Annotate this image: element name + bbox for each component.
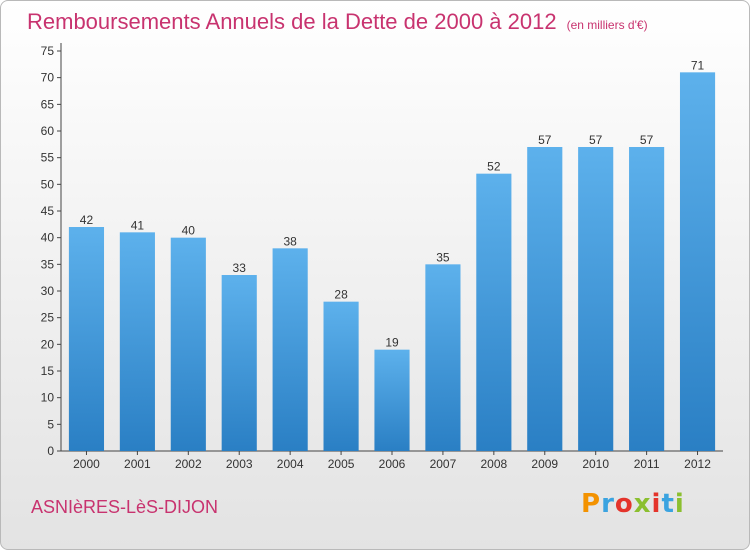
bar [221, 275, 257, 451]
x-tick-label: 2002 [175, 457, 202, 471]
x-tick-label: 2006 [379, 457, 406, 471]
bar [170, 237, 206, 451]
logo-letter: x [633, 489, 652, 519]
data-label: 57 [538, 133, 552, 147]
y-tick-label: 5 [47, 417, 54, 431]
chart-title: Remboursements Annuels de la Dette de 20… [27, 9, 648, 35]
x-tick-label: 2008 [480, 457, 507, 471]
logo-letter: t [661, 489, 675, 519]
chart-unit: (en milliers d'€) [566, 18, 648, 32]
y-tick-label: 70 [41, 71, 55, 85]
data-label: 57 [640, 133, 654, 147]
data-label: 40 [182, 224, 196, 238]
y-tick-label: 25 [41, 311, 55, 325]
x-tick-label: 2010 [582, 457, 609, 471]
data-label: 71 [691, 58, 705, 72]
logo-letter: P [581, 489, 602, 519]
x-tick-label: 2000 [73, 457, 100, 471]
data-label: 28 [334, 288, 348, 302]
x-tick-label: 2003 [226, 457, 253, 471]
bar [119, 232, 155, 451]
logo-letter: i [674, 489, 685, 519]
y-tick-label: 75 [41, 44, 55, 58]
commune-name: ASNIèRES-LèS-DIJON [31, 497, 219, 517]
bar [425, 264, 461, 451]
x-tick-label: 2007 [430, 457, 457, 471]
chart-title-text: Remboursements Annuels de la Dette de 20… [27, 9, 557, 34]
bar [527, 147, 563, 451]
proxiti-logo: Proxiti [581, 489, 685, 519]
y-tick-label: 15 [41, 364, 55, 378]
bar [323, 301, 359, 451]
bar [629, 147, 665, 451]
logo-letter: o [614, 489, 634, 519]
y-tick-label: 20 [41, 337, 55, 351]
x-tick-label: 2001 [124, 457, 151, 471]
data-label: 33 [233, 261, 247, 275]
y-tick-label: 65 [41, 97, 55, 111]
data-label: 41 [131, 218, 145, 232]
logo-letter: i [651, 489, 662, 519]
bar [679, 72, 716, 451]
y-tick-label: 45 [41, 204, 55, 218]
bar [476, 173, 512, 451]
bar [578, 147, 614, 451]
x-tick-label: 2009 [531, 457, 558, 471]
y-tick-label: 30 [41, 284, 55, 298]
y-tick-label: 60 [41, 124, 55, 138]
bar [68, 227, 105, 451]
x-tick-label: 2012 [684, 457, 711, 471]
x-tick-label: 2011 [634, 457, 660, 471]
y-tick-label: 10 [41, 391, 55, 405]
data-label: 57 [589, 133, 603, 147]
y-tick-label: 35 [41, 257, 55, 271]
bar [272, 248, 308, 451]
y-tick-label: 50 [41, 177, 55, 191]
y-tick-label: 40 [41, 231, 55, 245]
logo-letter: r [601, 489, 615, 519]
x-tick-label: 2005 [328, 457, 355, 471]
data-label: 42 [80, 213, 94, 227]
data-label: 35 [436, 250, 450, 264]
y-tick-label: 0 [47, 444, 54, 458]
data-label: 52 [487, 160, 501, 174]
y-tick-label: 55 [41, 151, 55, 165]
data-label: 19 [385, 336, 399, 350]
x-tick-label: 2004 [277, 457, 304, 471]
data-label: 38 [283, 234, 297, 248]
bar [374, 349, 410, 451]
